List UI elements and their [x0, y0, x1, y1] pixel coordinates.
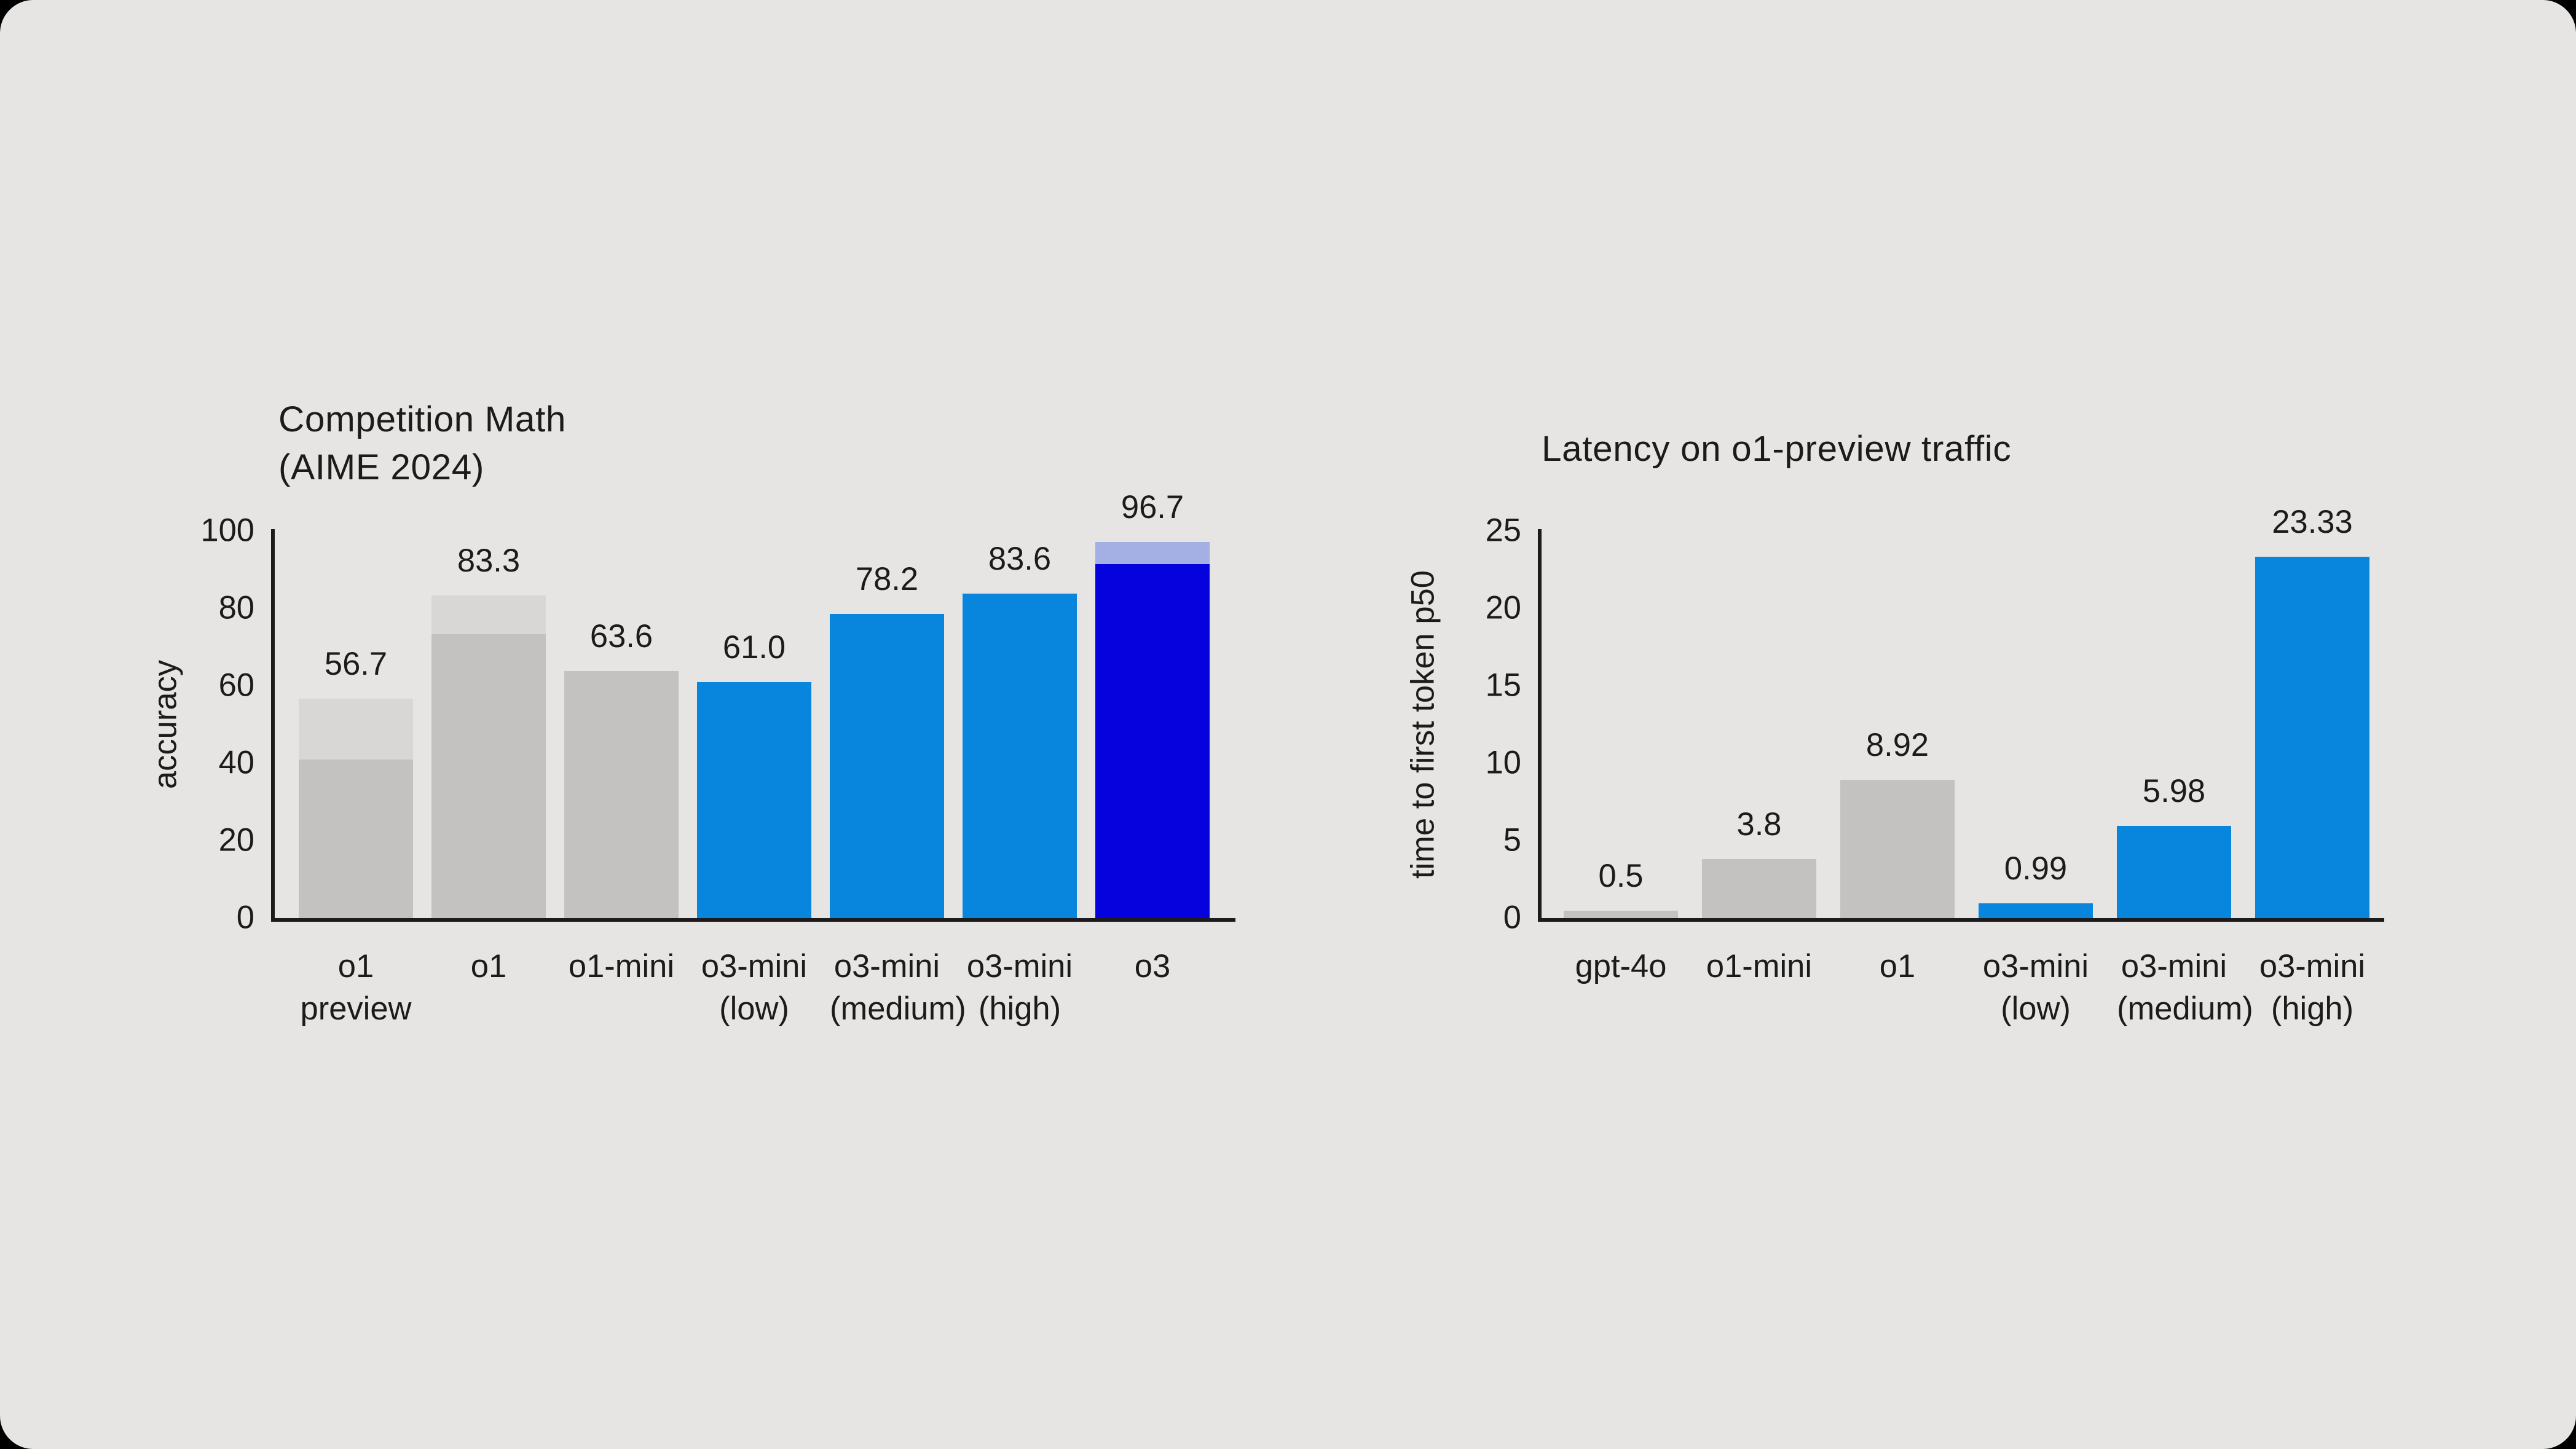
bar-value-label: 96.7	[1121, 489, 1184, 527]
bar: 3.8	[1702, 806, 1816, 918]
bar-segment	[299, 760, 413, 918]
plot-area: time to first token p50 0 5 10 15 20 25 0.5 3.…	[1404, 503, 2384, 1027]
bar: 78.2	[830, 561, 944, 918]
bar: 63.6	[564, 618, 679, 918]
x-category-label: o3-mini (medium)	[2117, 948, 2253, 1027]
y-tick-label: 5	[1503, 821, 1521, 858]
bar-value-label: 5.98	[2142, 771, 2206, 809]
bar-segment	[697, 681, 811, 918]
bars-row: 0.5 3.8 8.92 0.99 5.98 23.33	[1542, 503, 2384, 918]
bar-segment	[1095, 543, 1210, 565]
bar-segment	[1840, 779, 1955, 918]
bar-value-label: 63.6	[589, 618, 653, 655]
x-category-label: o1	[1879, 948, 1916, 984]
bar-value-label: 78.2	[855, 561, 919, 599]
bar-value-label: 83.3	[457, 541, 521, 579]
x-category-label: o3-mini (low)	[1982, 948, 2089, 1027]
bar-segment	[830, 615, 944, 918]
bar: 56.7	[299, 645, 413, 918]
bar: 83.6	[963, 540, 1077, 918]
y-tick-label: 0	[236, 898, 254, 936]
bar: 0.5	[1564, 857, 1678, 918]
x-category-label: o1	[470, 948, 507, 984]
bars-row: 56.7 83.3 63.6 61.0 78.2 83.6 96.7	[275, 489, 1235, 918]
bar-segment	[1095, 565, 1210, 918]
x-category-label: o3-mini (medium)	[830, 948, 966, 1027]
chart-title: Latency on o1-preview traffic	[1542, 430, 2012, 471]
bar-value-label: 8.92	[1865, 726, 1929, 763]
y-tick-label: 100	[200, 511, 254, 548]
bar-value-label: 0.5	[1598, 857, 1644, 894]
bar-segment	[431, 595, 546, 635]
bar: 23.33	[2255, 503, 2369, 918]
bar-segment	[1564, 910, 1678, 918]
bar-segment	[2255, 556, 2369, 918]
x-category-label: gpt-4o	[1575, 948, 1667, 984]
y-axis-label: time to first token p50	[1404, 569, 1441, 878]
x-category-label: o3-mini (high)	[2259, 948, 2366, 1027]
y-tick-label: 25	[1485, 511, 1521, 548]
y-tick-label: 40	[218, 743, 254, 780]
x-category-label: o3-mini (low)	[701, 948, 808, 1027]
bar-value-label: 56.7	[324, 644, 388, 681]
y-tick-label: 20	[218, 821, 254, 858]
y-tick-label: 0	[1503, 898, 1521, 936]
bar-segment	[431, 635, 546, 918]
x-labels-row: o1 preview o1 o1-mini o3-mini (low) o3-mini …	[275, 946, 1235, 1031]
x-labels-row: gpt-4o o1-mini o1 o3-mini (low) o3-mini (med…	[1542, 946, 2384, 1031]
y-tick-label: 20	[1485, 588, 1521, 626]
bar-value-label: 83.6	[988, 540, 1052, 578]
bar-value-label: 0.99	[2004, 849, 2068, 887]
bar-segment	[2117, 825, 2231, 918]
bar-segment	[1979, 903, 2093, 918]
bar: 96.7	[1095, 489, 1210, 918]
bar-value-label: 23.33	[2272, 502, 2353, 540]
bar-segment	[299, 697, 413, 760]
y-tick-label: 80	[218, 588, 254, 626]
chart-title: Competition Math (AIME 2024)	[278, 400, 567, 489]
y-tick-label: 15	[1485, 666, 1521, 703]
x-category-label: o3-mini (high)	[966, 948, 1073, 1027]
bar-segment	[564, 671, 679, 918]
bar-value-label: 3.8	[1736, 806, 1782, 843]
plot-area: accuracy 0 20 40 60 80 100 56.7 83.3 63.6 61.0 78…	[147, 489, 1235, 1027]
bar-segment	[1702, 859, 1816, 918]
bar-segment	[963, 594, 1077, 918]
bar: 0.99	[1979, 849, 2093, 918]
x-category-label: o1 preview	[300, 948, 412, 1027]
y-tick-label: 60	[218, 666, 254, 703]
x-category-label: o3	[1134, 948, 1171, 984]
bar: 8.92	[1840, 726, 1955, 918]
y-tick-label: 10	[1485, 743, 1521, 780]
bar: 83.3	[431, 541, 546, 918]
bar: 5.98	[2117, 772, 2231, 918]
x-category-label: o1-mini	[1706, 948, 1813, 984]
x-category-label: o1-mini	[568, 948, 675, 984]
bar-value-label: 61.0	[722, 627, 786, 665]
bar: 61.0	[697, 628, 811, 918]
y-axis-label: accuracy	[146, 659, 184, 788]
